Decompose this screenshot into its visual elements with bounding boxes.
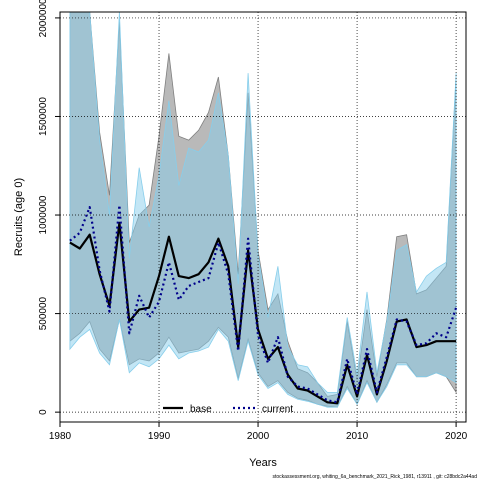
x-axis: 1980 1990 2000 2010 2020	[49, 422, 468, 442]
x-tick-label-1990: 1990	[148, 431, 171, 442]
legend-base-label: base	[190, 404, 212, 415]
confidence-bands	[69, 11, 457, 408]
footnote: stockassessment.org, whiting_6a_benchmar…	[273, 474, 478, 480]
x-axis-title: Years	[249, 457, 277, 469]
x-tick-label-2010: 2010	[346, 431, 369, 442]
band-current	[69, 11, 457, 408]
plot-frame	[59, 11, 467, 423]
legend-current-label: current	[262, 404, 293, 415]
y-tick-label-1500000: 1500000	[38, 97, 49, 136]
x-tick-label-1980: 1980	[49, 431, 72, 442]
y-tick-label-500000: 500000	[38, 296, 49, 330]
y-axis: 0 500000 1000000 1500000 2000000	[38, 0, 60, 415]
y-tick-label-1000000: 1000000	[38, 195, 49, 234]
series-lines	[69, 204, 458, 405]
y-axis-title: Recruits (age 0)	[13, 178, 25, 256]
y-tick-label-0: 0	[38, 409, 49, 415]
x-tick-label-2000: 2000	[247, 431, 270, 442]
y-tick-label-2000000: 2000000	[38, 0, 49, 37]
legend: base current	[163, 404, 293, 415]
x-tick-label-2020: 2020	[445, 431, 468, 442]
line-current	[69, 204, 458, 404]
